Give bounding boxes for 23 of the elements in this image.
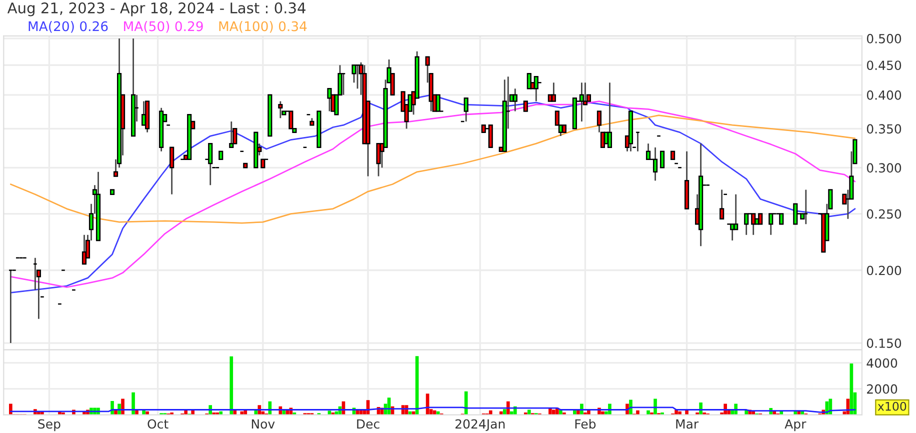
chart-title: Aug 21, 2023 - Apr 18, 2024 - Last : 0.34 <box>7 2 306 16</box>
x-tick-label: Apr <box>784 419 806 432</box>
x-tick-label: Feb <box>575 418 596 429</box>
x-tick-label: 2024Jan <box>455 419 505 431</box>
x-tick-label: Mar <box>676 419 699 429</box>
text: MA(100) 0.34 <box>219 21 307 33</box>
y-tick-label: 0.450 <box>866 60 902 70</box>
x-tick-label: Nov <box>252 419 275 429</box>
x-tick-label: Sep <box>38 419 60 432</box>
y-tick-label: 0.150 <box>866 338 902 348</box>
text: x100 <box>878 402 906 411</box>
y-tick-label: 0.400 <box>866 90 902 100</box>
y-tick-label: 2000 <box>867 384 898 394</box>
y-tick-label: 4000 <box>866 358 898 368</box>
y-tick-label: 0.200 <box>866 266 902 276</box>
x-tick-label: Oct <box>148 419 168 429</box>
y-tick-label: 0.250 <box>866 209 902 219</box>
text: MA(50) 0.29 <box>124 21 203 33</box>
text: MA(20) 0.26 <box>28 21 108 33</box>
y-tick-label: 0.350 <box>866 124 902 134</box>
x-tick-label: Dec <box>357 419 380 429</box>
y-tick-label: 0.500 <box>866 34 902 44</box>
y-tick-label: 0.300 <box>866 163 902 173</box>
